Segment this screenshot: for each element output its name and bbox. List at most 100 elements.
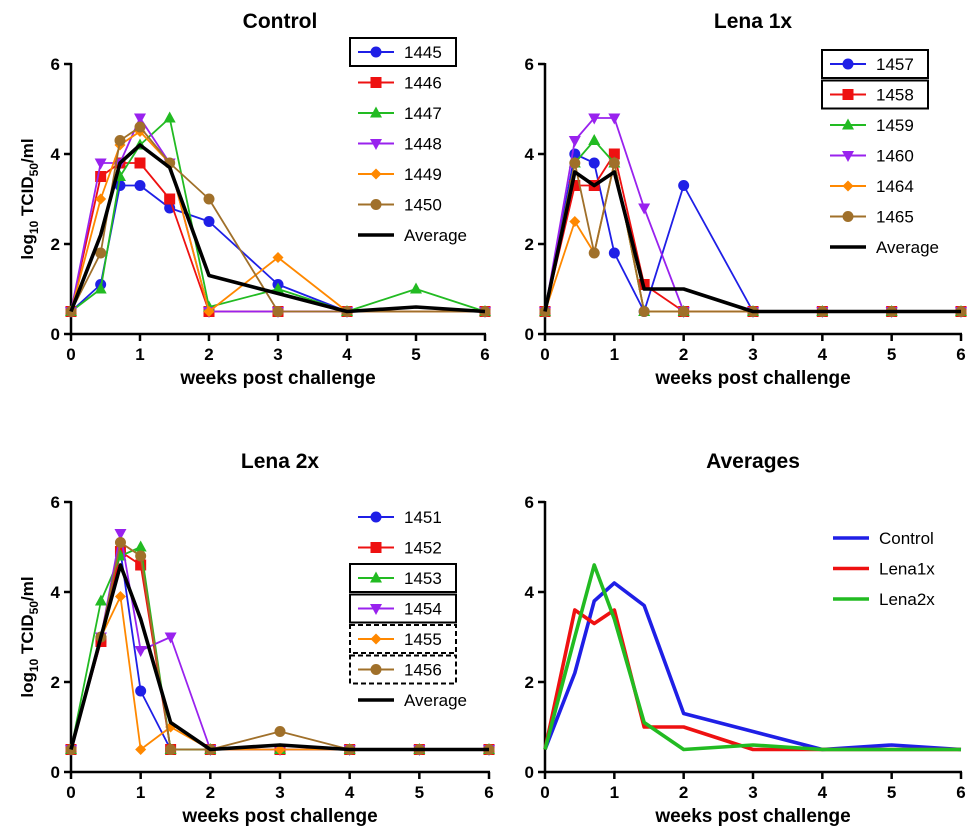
legend-item: Control xyxy=(833,529,934,548)
x-tick-label: 5 xyxy=(411,345,420,364)
data-point xyxy=(569,216,581,227)
legend-item: 1451 xyxy=(358,508,442,527)
data-point xyxy=(163,111,176,123)
x-axis-label: weeks post challenge xyxy=(179,368,375,389)
chart-title: Lena 1x xyxy=(714,10,793,33)
legend-marker xyxy=(842,180,854,192)
data-point xyxy=(114,135,126,146)
data-point xyxy=(272,282,284,294)
series-line xyxy=(543,608,961,752)
data-point xyxy=(135,559,147,571)
data-point xyxy=(588,157,600,169)
data-point xyxy=(588,247,600,259)
series-Lena1x xyxy=(543,608,961,752)
series-Control xyxy=(543,581,962,752)
legend-item: 1459 xyxy=(830,116,914,135)
data-point xyxy=(638,306,650,317)
legend-item: 1458 xyxy=(821,79,929,110)
x-tick-label: 5 xyxy=(415,783,424,802)
chart-panel: Lena 1x 0 2 4 6 0 1 2 3 4 5 6 weeks post challenge 14… xyxy=(525,10,967,389)
y-tick-label: 6 xyxy=(525,493,534,512)
data-point xyxy=(608,113,621,125)
legend-item: 1454 xyxy=(349,593,457,624)
legend-item: 1449 xyxy=(358,165,442,184)
legend-label: Lena1x xyxy=(879,560,935,579)
legend-box xyxy=(349,37,457,67)
legend: 1457 1458 1459 1460 1464 1465 Average xyxy=(821,49,939,257)
data-point xyxy=(134,121,146,133)
chart-title: Averages xyxy=(706,450,800,473)
legend-item: 1445 xyxy=(349,37,457,67)
data-point xyxy=(203,216,215,227)
y-tick-label: 2 xyxy=(51,235,60,254)
y-axis-label-subscript: 10 xyxy=(27,220,41,234)
legend-label: 1454 xyxy=(404,600,442,619)
data-point xyxy=(95,193,107,205)
data-point xyxy=(95,171,107,182)
legend-label: 1450 xyxy=(404,196,442,215)
legend-label: Control xyxy=(879,529,934,548)
legend-label: Average xyxy=(876,238,939,257)
y-tick-label: 0 xyxy=(525,763,534,782)
series-line xyxy=(69,563,489,752)
y-tick-label: 6 xyxy=(51,493,60,512)
legend-item: 1464 xyxy=(830,177,914,196)
data-point xyxy=(272,306,284,317)
data-point xyxy=(135,550,147,562)
y-axis-label-part: /ml xyxy=(18,138,37,163)
legend-label: 1453 xyxy=(404,569,442,588)
x-tick-label: 6 xyxy=(956,345,965,364)
legend-marker xyxy=(370,106,382,118)
y-tick-label: 4 xyxy=(525,145,535,164)
data-point xyxy=(134,113,146,125)
legend-marker xyxy=(842,89,854,100)
x-tick-label: 1 xyxy=(610,783,619,802)
data-point xyxy=(164,632,177,644)
data-point xyxy=(608,247,620,259)
data-point xyxy=(94,282,107,294)
x-tick-label: 3 xyxy=(273,345,282,364)
data-point xyxy=(678,180,690,191)
legend-item: Average xyxy=(358,691,467,710)
legend-marker xyxy=(370,77,382,88)
data-point xyxy=(135,744,147,755)
legend-item: Lena2x xyxy=(833,590,935,609)
legend-marker xyxy=(370,46,382,58)
legend-box xyxy=(349,624,457,654)
y-axis-label-part: log xyxy=(18,234,37,260)
data-point xyxy=(95,247,107,259)
x-axis-label: weeks post challenge xyxy=(654,368,850,389)
data-point xyxy=(638,203,651,215)
y-tick-label: 0 xyxy=(51,325,60,344)
legend-item: 1447 xyxy=(358,104,442,123)
legend-label: 1452 xyxy=(404,539,442,558)
series-Lena2x xyxy=(543,563,961,752)
x-tick-label: 0 xyxy=(540,783,549,802)
legend-label: Average xyxy=(404,691,467,710)
legend-label: 1464 xyxy=(876,177,914,196)
y-axis-label: log10 TCID50/ml xyxy=(18,138,41,259)
x-tick-label: 0 xyxy=(66,783,75,802)
x-tick-label: 6 xyxy=(484,783,493,802)
series-Average xyxy=(69,563,489,752)
x-tick-label: 4 xyxy=(342,345,352,364)
data-point xyxy=(588,134,601,145)
legend-label: 1455 xyxy=(404,630,442,649)
x-axis-label: weeks post challenge xyxy=(181,806,377,827)
series-Average xyxy=(543,170,961,314)
legend-label: 1451 xyxy=(404,508,442,527)
legend: 1451 1452 1453 1454 1455 1456 Average xyxy=(349,508,467,710)
series-line xyxy=(543,581,962,752)
legend-label: 1446 xyxy=(404,74,442,93)
y-tick-label: 2 xyxy=(525,235,534,254)
y-tick-label: 0 xyxy=(525,325,534,344)
legend-label: Average xyxy=(404,226,467,245)
legend-marker xyxy=(370,633,382,645)
x-tick-label: 1 xyxy=(610,345,619,364)
legend-item: 1446 xyxy=(358,74,442,93)
data-point xyxy=(588,113,601,125)
x-tick-label: 5 xyxy=(887,783,896,802)
x-tick-label: 2 xyxy=(206,783,215,802)
legend-marker xyxy=(370,139,382,150)
